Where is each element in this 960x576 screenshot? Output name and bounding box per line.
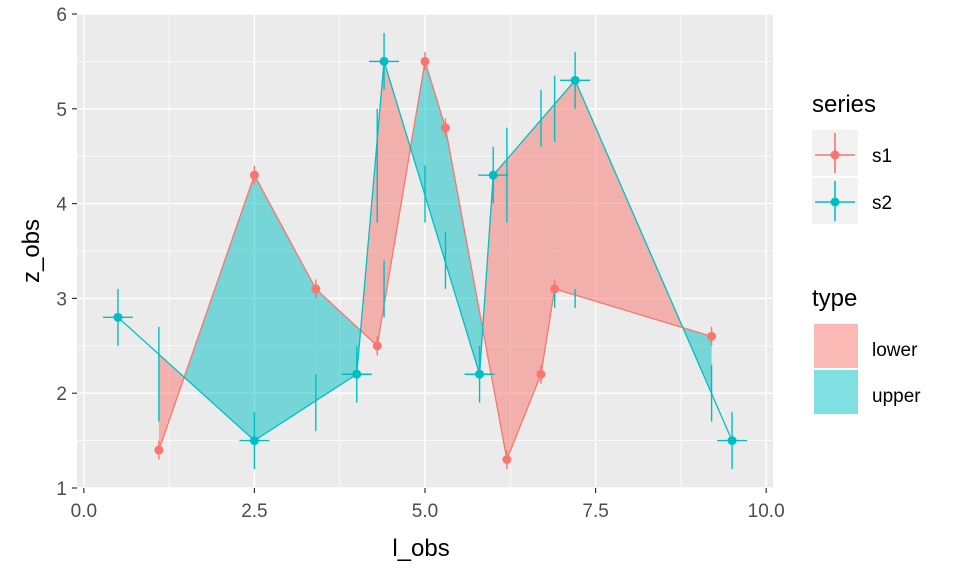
point-s1 [311,284,321,294]
ribbon-segment [493,159,507,460]
y-tick-label: 6 [56,5,67,26]
point-s2 [249,436,259,446]
legend-label-lower: lower [872,340,918,361]
point-s2 [727,436,737,446]
point-s1 [154,445,164,455]
series-line-s1 [158,61,712,462]
point-s1 [420,56,430,66]
y-tick-label: 3 [56,289,67,310]
series-lines [117,61,733,462]
legend-label-s2: s2 [872,193,892,214]
point-s1 [502,455,512,465]
legend-key-s2-point [830,197,840,207]
ribbon-segment [554,80,576,296]
x-tick-label: 0.0 [71,501,97,522]
ribbon-segment [384,61,411,306]
ribbon-segment [315,288,357,401]
point-s1 [707,331,717,341]
legend-key-s1-point [830,150,840,160]
x-tick-label: 10.0 [748,501,785,522]
y-axis-title: z_obs [18,219,45,283]
legend-key-lower [814,324,858,368]
point-s2 [488,170,498,180]
legend-key-s1 [812,130,858,176]
point-s2 [475,369,485,379]
ribbon-segment [445,127,480,375]
y-tick-label: 1 [56,479,67,500]
legend-type: type lower upper [812,285,921,414]
ribbon-segment [254,175,316,441]
legend-label-s1: s1 [872,146,892,167]
y-tick-label: 2 [56,384,67,405]
point-s1 [372,341,382,351]
errorbars [102,32,748,470]
axes: 0.0 2.5 5.0 7.5 10.0 1 2 3 4 5 6 [56,5,784,522]
point-s1 [536,369,546,379]
legend-series: series s1 s2 [812,91,892,224]
x-tick-label: 2.5 [241,501,267,522]
point-s1 [440,123,450,133]
y-tick-label: 5 [56,100,67,121]
legend-series-title: series [812,91,876,118]
point-s1 [550,284,560,294]
legend-key-upper [814,370,858,414]
point-s2 [570,75,580,85]
point-s1 [249,170,259,180]
legend-key-s2 [812,178,858,224]
ribbon-segment [377,61,385,346]
ribbon-segment [184,175,255,441]
point-s2 [379,56,389,66]
legend-label-upper: upper [872,386,921,407]
y-tick-label: 4 [56,195,67,216]
point-s2 [113,312,123,322]
point-s2 [352,369,362,379]
data-points [113,56,737,465]
x-axis-title: l_obs [392,535,449,562]
x-tick-label: 5.0 [412,501,438,522]
legend-type-title: type [812,285,857,312]
ribbon-segment [482,175,494,386]
series-line-s2 [117,61,733,442]
ribbon-segment [506,119,541,460]
ribbon-segment [410,61,425,196]
x-tick-label: 7.5 [582,501,608,522]
ribbon-segment [158,354,185,451]
